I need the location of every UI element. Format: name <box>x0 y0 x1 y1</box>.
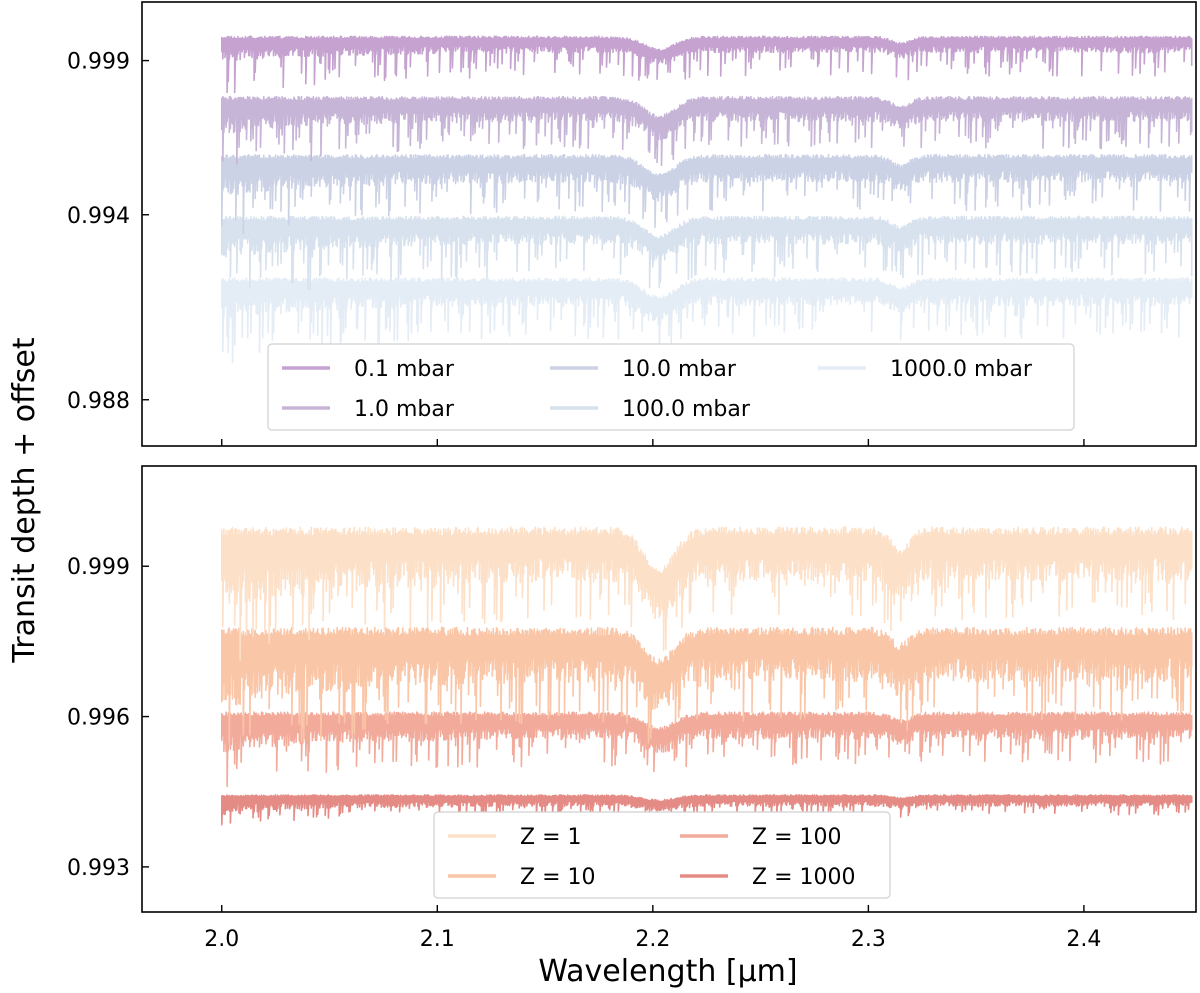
axes-frame <box>141 465 1197 913</box>
y-tick-label: 0.996 <box>67 706 130 731</box>
legend-label: 1.0 mbar <box>354 397 455 422</box>
y-tick-label: 0.994 <box>67 204 130 229</box>
legend: 0.1 mbar 1.0 mbar 10.0 mbar 100.0 mbar 1000.… <box>267 343 1075 431</box>
legend-box <box>433 811 891 899</box>
legend-label: Z = 10 <box>520 865 596 890</box>
legend-label: 0.1 mbar <box>354 357 455 382</box>
series-line-100-0-mbar <box>221 215 1193 291</box>
series-line-1000-0-mbar <box>221 277 1193 364</box>
legend-box <box>267 343 1075 431</box>
y-axis-title: Transit depth + offset <box>7 337 42 664</box>
x-tick-label: 2.3 <box>851 927 886 952</box>
x-tick-label: 2.4 <box>1066 927 1101 952</box>
legend-label: Z = 1000 <box>752 865 855 890</box>
y-tick-label: 0.999 <box>67 50 130 75</box>
x-tick-label: 2.1 <box>420 927 455 952</box>
series-line-z-100 <box>221 711 1193 788</box>
y-tick-label: 0.993 <box>67 856 130 881</box>
axes-frame <box>141 1 1197 447</box>
y-tick-label: 0.988 <box>67 389 130 414</box>
series-line-1-0-mbar <box>221 95 1193 166</box>
x-tick-label: 2.2 <box>635 927 670 952</box>
legend-label: 100.0 mbar <box>622 397 751 422</box>
legend: Z = 1 Z = 10 Z = 100 Z = 1000 <box>433 811 891 899</box>
legend-label: 1000.0 mbar <box>890 357 1033 382</box>
legend-label: Z = 1 <box>520 825 582 850</box>
series-line-z-1 <box>221 526 1193 661</box>
y-tick-label: 0.999 <box>67 555 130 580</box>
x-axis-title: Wavelength [µm] <box>538 954 797 989</box>
pressure-panel: 0.999 0.994 0.988 0.1 mbar 1.0 mbar 10.0 mbar… <box>67 1 1197 447</box>
legend-label: 10.0 mbar <box>622 357 737 382</box>
series-line-10-0-mbar <box>221 153 1193 235</box>
series-line-z-1000 <box>221 794 1193 826</box>
legend-label: Z = 100 <box>752 825 841 850</box>
series-line-0-1-mbar <box>221 35 1193 94</box>
x-tick-label: 2.0 <box>204 927 239 952</box>
series-line-z-10 <box>221 626 1193 744</box>
